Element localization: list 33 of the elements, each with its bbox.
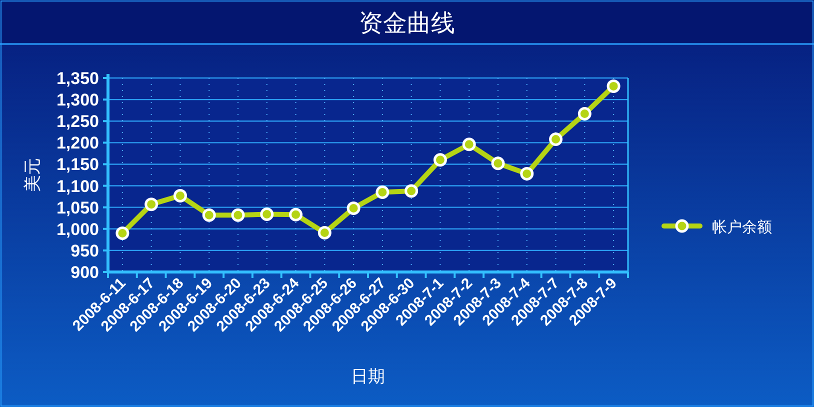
point	[144, 198, 158, 212]
point	[202, 208, 216, 222]
point	[404, 184, 418, 198]
point	[289, 208, 303, 222]
y-tick-label: 900	[70, 263, 99, 282]
point	[549, 132, 563, 146]
y-tick-label: 1,200	[56, 134, 99, 153]
point	[376, 185, 390, 199]
y-tick-label: 1,250	[56, 112, 99, 132]
y-tick-label: 1,000	[56, 220, 99, 239]
point	[520, 166, 534, 180]
point	[231, 208, 245, 222]
point	[318, 226, 332, 240]
y-tick-label: 1,100	[56, 176, 99, 196]
point	[491, 156, 505, 170]
point	[346, 201, 360, 215]
legend: 帐户余额	[662, 219, 772, 236]
point	[173, 188, 187, 202]
point	[606, 79, 620, 93]
point	[260, 207, 274, 221]
point	[116, 226, 130, 240]
y-tick-label: 1,300	[56, 90, 99, 110]
y-tick-label: 1,350	[56, 69, 99, 88]
x-axis-title: 日期	[351, 367, 385, 386]
legend-label: 帐户余额	[712, 219, 772, 236]
y-tick-label: 1,150	[56, 155, 99, 174]
point	[462, 138, 476, 152]
point	[433, 153, 447, 167]
title: 资金曲线	[359, 10, 455, 37]
y-tick-label: 1,050	[56, 198, 99, 218]
point	[578, 107, 592, 121]
y-tick-label: 950	[70, 241, 99, 260]
y-axis-title: 美元	[23, 158, 42, 192]
